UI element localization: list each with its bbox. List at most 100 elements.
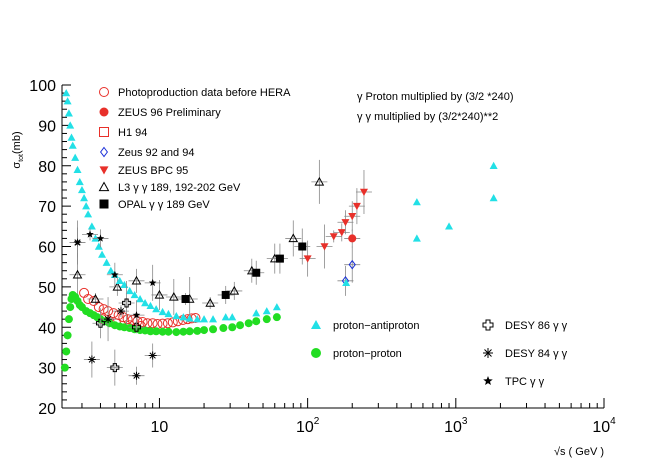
data-point	[82, 202, 91, 210]
data-point	[228, 323, 237, 332]
data-point	[252, 268, 261, 277]
data-point	[136, 294, 145, 303]
data-point	[146, 301, 155, 310]
data-point	[66, 121, 75, 129]
axes: 20 30 40 50 60 70 80 90 100 10 102 103 104	[29, 78, 616, 436]
legend-marker	[311, 320, 321, 329]
data-point	[445, 222, 454, 230]
y-tick-label: 20	[38, 401, 56, 418]
data-point	[75, 177, 84, 186]
data-point	[60, 363, 69, 372]
data-point	[167, 317, 178, 328]
legend-marker	[311, 348, 321, 358]
data-point	[489, 194, 498, 202]
data-point	[359, 188, 368, 196]
legend-marker	[99, 127, 109, 137]
legend-marker	[482, 319, 494, 331]
legend-marker	[483, 376, 493, 386]
data-point	[132, 371, 141, 380]
y-tick-label: 100	[29, 78, 56, 95]
y-tick-label: 60	[38, 240, 56, 257]
legend-item-9: DESY 86 γ γ	[482, 319, 568, 332]
x-axis-label: √s ( GeV )	[554, 446, 604, 458]
legend-label: proton−proton	[333, 348, 402, 360]
series-0	[79, 287, 201, 332]
data-point	[489, 161, 498, 169]
data-point	[236, 321, 245, 330]
legend-item-1: ZEUS 96 Preliminary	[99, 107, 221, 119]
data-point	[221, 290, 230, 299]
data-point	[122, 314, 133, 325]
data-point	[179, 313, 188, 321]
legend-marker	[99, 87, 109, 97]
x-tick-label: 103	[444, 416, 468, 436]
data-point	[71, 153, 80, 161]
data-point	[158, 307, 167, 316]
data-point	[66, 303, 75, 312]
legend-item-6: OPAL γ γ 189 GeV	[99, 199, 210, 211]
data-point	[348, 259, 356, 270]
data-point	[262, 307, 271, 315]
data-point	[185, 327, 194, 336]
data-point	[115, 276, 124, 285]
legend-marker	[99, 107, 109, 117]
data-point	[193, 326, 202, 335]
data-point	[172, 328, 181, 337]
legend-label: OPAL γ γ 189 GeV	[118, 199, 210, 211]
data-point	[348, 213, 357, 221]
legend-label: DESY 84 γ γ	[505, 348, 568, 360]
legend-marker	[100, 146, 108, 158]
data-point	[152, 327, 161, 336]
data-point	[108, 308, 119, 319]
y-tick-label: 50	[38, 280, 56, 297]
data-point	[154, 289, 165, 299]
data-point	[341, 219, 350, 227]
legend-label: TPC γ γ	[505, 376, 545, 388]
data-point	[244, 319, 253, 328]
data-point	[314, 176, 325, 186]
data-point	[88, 296, 99, 307]
data-point	[200, 326, 209, 335]
data-point	[412, 234, 421, 242]
data-point	[94, 242, 103, 250]
data-point	[412, 198, 421, 206]
data-point	[181, 294, 190, 303]
data-point	[147, 318, 158, 329]
series-11	[69, 220, 161, 331]
data-point	[63, 331, 72, 340]
data-point	[229, 285, 240, 295]
legend-item-2: H1 94	[99, 127, 147, 139]
data-point	[131, 275, 142, 285]
data-point	[288, 233, 299, 243]
legend-label: H1 94	[118, 127, 147, 139]
data-point	[68, 141, 77, 149]
series-1	[344, 229, 361, 248]
data-point	[62, 89, 71, 97]
data-point	[77, 185, 86, 194]
data-point	[67, 133, 76, 141]
data-point	[164, 309, 173, 318]
data-point	[252, 317, 261, 326]
data-point	[104, 315, 113, 324]
data-point	[262, 315, 271, 324]
data-point	[164, 327, 173, 336]
data-point	[209, 325, 218, 334]
legend-item-10: DESY 84 γ γ	[483, 348, 568, 360]
legend-marker	[99, 199, 109, 209]
annotation-gamma-proton: γ Proton multiplied by (3/2 *240)	[357, 91, 514, 103]
data-point	[98, 250, 107, 258]
series-4	[299, 169, 372, 277]
data-point	[62, 347, 71, 356]
data-point	[303, 255, 312, 263]
legend: Photoproduction data before HERA ZEUS 96 …	[98, 87, 568, 388]
data-point	[122, 298, 132, 308]
legend-label: Photoproduction data before HERA	[118, 87, 291, 99]
legend-item-4: ZEUS BPC 95	[99, 165, 188, 177]
data-point	[64, 315, 73, 324]
data-point	[111, 270, 119, 278]
data-point	[298, 242, 307, 251]
data-point	[116, 307, 125, 316]
data-point	[162, 318, 173, 329]
legend-item-11: TPC γ γ	[483, 376, 545, 388]
